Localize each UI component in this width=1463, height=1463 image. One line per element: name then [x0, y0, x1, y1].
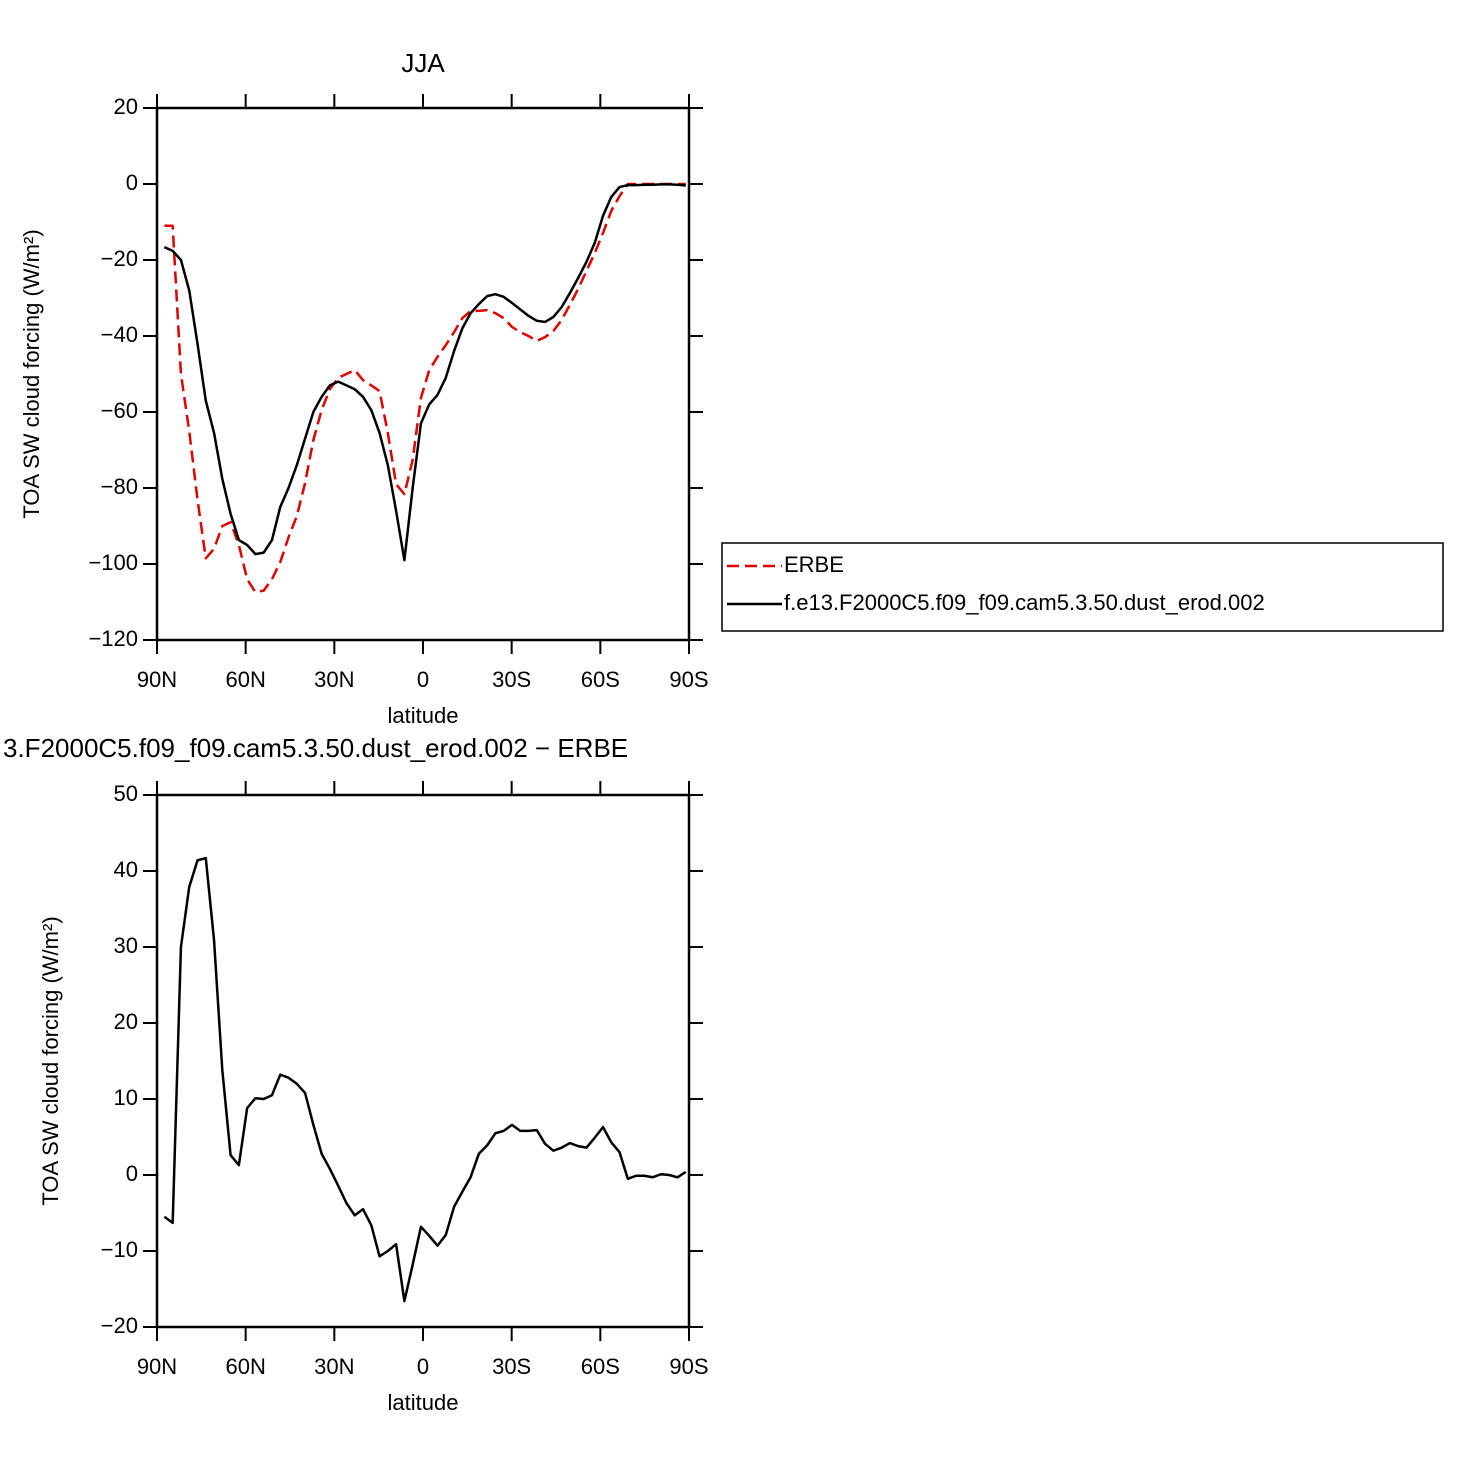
y-tick-label: 0 — [126, 170, 138, 195]
plot-frame — [155, 793, 691, 1329]
legend-label: f.e13.F2000C5.f09_f09.cam5.3.50.dust_ero… — [784, 590, 1265, 615]
y-tick-label: 0 — [126, 1161, 138, 1186]
x-tick-label: 90N — [137, 667, 177, 692]
x-axis-label: latitude — [388, 1390, 459, 1415]
x-tick-label: 0 — [417, 1354, 429, 1379]
chart-title: 3.F2000C5.f09_f09.cam5.3.50.dust_erod.00… — [3, 733, 628, 763]
x-tick-label: 60S — [581, 1354, 620, 1379]
y-tick-label: −40 — [101, 322, 138, 347]
legend-label: ERBE — [784, 552, 844, 577]
y-tick-label: −10 — [101, 1237, 138, 1262]
x-tick-label: 30S — [492, 667, 531, 692]
y-tick-label: 30 — [114, 933, 138, 958]
x-tick-label: 60N — [225, 1354, 265, 1379]
x-tick-label: 90S — [669, 667, 708, 692]
y-tick-label: 20 — [114, 1009, 138, 1034]
x-axis-label: latitude — [388, 703, 459, 728]
x-tick-label: 0 — [417, 667, 429, 692]
data-line — [163, 183, 686, 562]
x-tick-label: 30N — [314, 1354, 354, 1379]
plot-frame — [155, 106, 691, 642]
x-tick-label: 30S — [492, 1354, 531, 1379]
y-tick-label: −80 — [101, 474, 138, 499]
y-tick-label: −20 — [101, 246, 138, 271]
x-tick-label: 90N — [137, 1354, 177, 1379]
x-tick-label: 90S — [669, 1354, 708, 1379]
data-line — [164, 182, 686, 594]
legend-box — [721, 542, 1444, 632]
y-axis-label: TOA SW cloud forcing (W/m²) — [19, 229, 44, 518]
y-axis-label: TOA SW cloud forcing (W/m²) — [38, 916, 63, 1205]
y-tick-label: −100 — [88, 550, 138, 575]
y-tick-label: 10 — [114, 1085, 138, 1110]
y-tick-label: 50 — [114, 781, 138, 806]
y-tick-label: −120 — [88, 626, 138, 651]
chart-title: JJA — [401, 48, 445, 78]
x-tick-label: 60N — [225, 667, 265, 692]
y-tick-label: 40 — [114, 857, 138, 882]
data-line — [163, 856, 687, 1303]
y-tick-label: −20 — [101, 1313, 138, 1338]
y-tick-label: −60 — [101, 398, 138, 423]
x-tick-label: 30N — [314, 667, 354, 692]
y-tick-label: 20 — [114, 94, 138, 119]
x-tick-label: 60S — [581, 667, 620, 692]
